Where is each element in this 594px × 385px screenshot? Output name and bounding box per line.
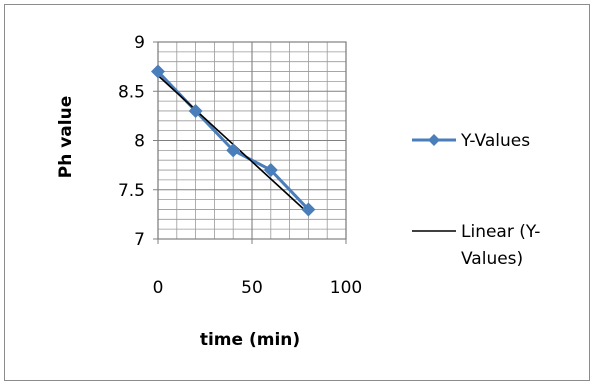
y-axis-title: Ph value <box>56 96 76 179</box>
chart-area: 7 7.5 8 8.5 9 0 50 100 Ph value time (min) Y-V… <box>4 4 590 381</box>
y-values-data-point <box>263 163 278 178</box>
x-tick-labels: 0 50 100 <box>153 239 362 298</box>
legend-linear-label-line1: Linear (Y- <box>461 222 540 242</box>
y-tick-label: 8 <box>134 132 145 152</box>
x-tick-label: 0 <box>153 278 164 298</box>
x-axis-title: time (min) <box>200 330 300 350</box>
series-layer <box>151 64 316 217</box>
y-values-data-point <box>226 143 241 158</box>
y-tick-labels: 7 7.5 8 8.5 9 <box>118 33 158 250</box>
x-tick-label: 50 <box>241 278 263 298</box>
y-tick-label: 7.5 <box>118 181 145 201</box>
legend-linear-label-line2: Values) <box>461 249 523 269</box>
chart-svg: 7 7.5 8 8.5 9 0 50 100 Ph value time (min) Y-V… <box>56 33 540 350</box>
legend-y-values-marker <box>428 134 440 146</box>
y-values-data-point <box>151 64 165 79</box>
x-tick-label: 100 <box>330 278 362 298</box>
y-tick-label: 9 <box>134 33 145 53</box>
y-tick-label: 8.5 <box>118 82 145 102</box>
legend: Y-Values Linear (Y- Values) <box>412 131 540 269</box>
y-values-data-point <box>188 103 203 118</box>
y-tick-label: 7 <box>134 230 145 250</box>
legend-y-values-label: Y-Values <box>460 131 530 151</box>
y-values-data-point <box>301 202 316 217</box>
